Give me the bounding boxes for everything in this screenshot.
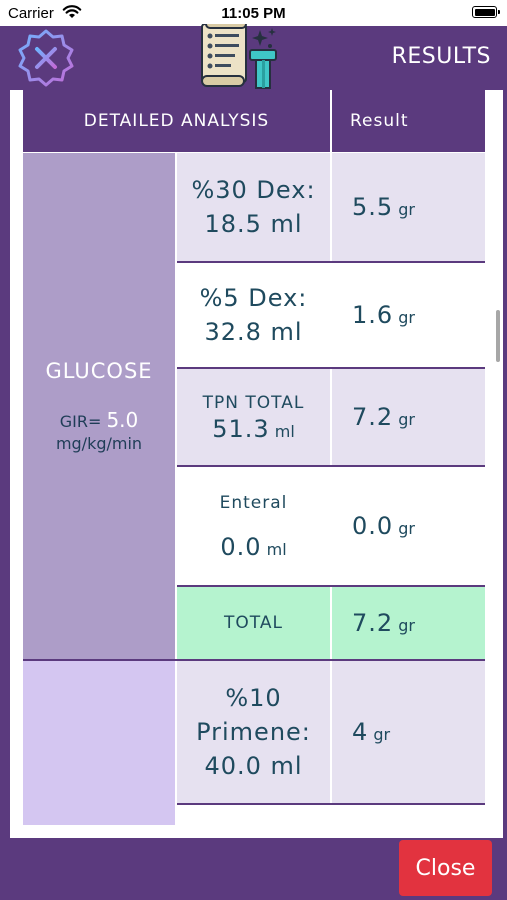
carrier-label: Carrier [8,5,54,22]
row-tpn-line1: TPN TOTAL [202,393,305,413]
row-dex5-line1: %5 Dex: [199,284,308,312]
row-primene-line1: %10 [225,684,282,712]
row-enteral-result-unit: gr [398,519,415,538]
row-dex5-result-value: 1.6 [352,301,394,329]
row-primene-result: 4 gr [332,661,485,803]
row-enteral-label: Enteral 0.0 ml [177,467,330,585]
row-dex30-result: 5.5 gr [332,153,485,261]
row-dex5-result-unit: gr [398,308,415,327]
row-total-result-value: 7.2 [352,609,394,637]
status-bar: Carrier 11:05 PM [0,0,507,26]
row-enteral-value-unit: ml [266,540,287,559]
row-tpn-result: 7.2 gr [332,369,485,465]
gir-value: 5.0 [106,407,139,432]
row-total-result-unit: gr [398,616,415,635]
row-dex5-label: %5 Dex: 32.8 ml [177,263,330,367]
row-divider [177,803,485,805]
row-primene-result-unit: gr [373,725,391,744]
battery-icon [472,6,500,18]
gir-unit: mg/kg/min [55,433,143,453]
wifi-icon [62,5,82,18]
row-tpn-result-unit: gr [398,410,415,429]
row-enteral-line1: Enteral [219,493,288,513]
row-dex30-label: %30 Dex: 18.5 ml [177,153,330,261]
protein-block [23,661,175,825]
row-enteral-value: 0.0 [220,533,262,561]
row-tpn-value: 51.3 [212,415,270,443]
scrollbar[interactable] [496,310,500,362]
gir-readout: GIR= 5.0 mg/kg/min [56,409,142,455]
row-dex30-line2: 18.5 ml [204,210,303,238]
row-dex5-line2: 32.8 ml [204,318,303,346]
section-divider [23,659,485,661]
row-primene-label: %10 Primene: 40.0 ml [177,661,330,803]
row-tpn-value-unit: ml [274,422,295,441]
row-dex30-result-unit: gr [398,200,415,219]
row-total-label: TOTAL [177,587,330,659]
row-primene-line2: Primene: [196,718,311,746]
row-dex5-result: 1.6 gr [332,263,485,367]
clock: 11:05 PM [221,5,286,22]
row-divider [177,465,485,467]
app-logo-icon [201,24,277,89]
row-tpn-result-value: 7.2 [352,403,394,431]
glucose-block: GLUCOSE GIR= 5.0 mg/kg/min [23,153,175,660]
row-primene-line3: 40.0 ml [204,752,303,780]
row-enteral-result-value: 0.0 [352,512,394,540]
close-button[interactable]: Close [399,840,492,896]
row-divider [177,261,485,263]
row-divider [177,585,485,587]
row-dex30-result-value: 5.5 [352,193,394,221]
header-bar: RESULTS [0,24,507,90]
row-divider [177,367,485,369]
gir-prefix: GIR= [59,411,102,431]
column-header-result: Result [332,90,485,152]
close-x-icon[interactable] [16,28,76,88]
row-dex30-line1: %30 Dex: [191,176,316,204]
row-tpn-label: TPN TOTAL 51.3 ml [177,369,330,465]
row-enteral-result: 0.0 gr [332,467,485,585]
row-primene-result-value: 4 [352,718,369,746]
row-total-line1: TOTAL [224,613,283,633]
glucose-label: GLUCOSE [45,358,153,383]
row-total-result: 7.2 gr [332,587,485,659]
page-title: RESULTS [391,44,491,69]
column-header-analysis: DETAILED ANALYSIS [23,90,330,152]
